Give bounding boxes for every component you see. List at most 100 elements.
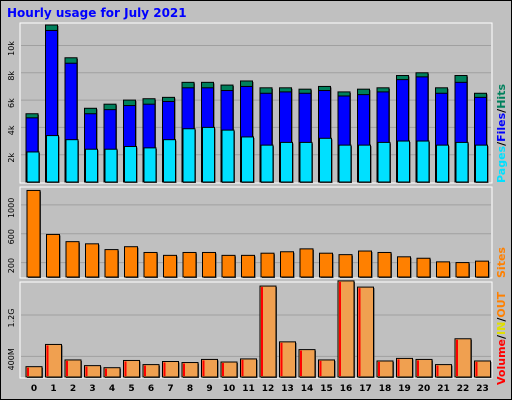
volume-bar-edge: [66, 360, 68, 376]
volume-bar-edge: [241, 359, 244, 376]
y-tick-label: 400M: [7, 348, 16, 370]
volume-bar: [298, 349, 316, 378]
legend-separator: /: [495, 141, 508, 146]
sites-bar: [26, 189, 41, 278]
legend-separator: /: [495, 108, 508, 113]
y-tick-label: 1000: [7, 198, 16, 218]
pages-bar: [202, 126, 215, 183]
sites-bar: [377, 251, 392, 278]
volume-bar: [259, 285, 277, 378]
hour-label: 6: [148, 384, 154, 394]
volume-bar-edge: [378, 361, 380, 376]
sites-bar: [280, 251, 294, 278]
hour-label: 0: [31, 384, 37, 394]
pages-bar: [260, 144, 274, 183]
volume-bar-edge: [202, 360, 205, 376]
hour-axis-labels: 0 1 2 3 4 5 6 7 8 9 10 11 12 13 14 15 16 17 18 19 20 21 22 23: [31, 384, 489, 394]
pages-bar: [358, 144, 371, 183]
sites-bar: [338, 254, 353, 278]
pages-bar: [85, 148, 98, 183]
volume-bar: [435, 364, 452, 378]
sites-bar: [104, 249, 119, 278]
volume-bar: [474, 360, 491, 378]
volume-bar: [162, 361, 179, 378]
y-tick-label: 8k: [7, 71, 16, 81]
sites-bar: [455, 262, 470, 278]
legend-files: Files: [495, 112, 508, 142]
y-tick-label: 4k: [7, 125, 16, 135]
hour-label: 10: [223, 384, 236, 394]
sites-bar: [143, 251, 158, 278]
pages-bar: [221, 129, 235, 183]
legend-in: IN: [495, 322, 508, 335]
y-tick-label: 10k: [7, 41, 16, 56]
hour-label: 11: [242, 384, 255, 394]
pages-bar: [26, 151, 40, 183]
chart-title: Hourly usage for July 2021: [7, 6, 187, 20]
pages-bar: [319, 137, 332, 183]
volume-bar: [220, 361, 238, 378]
volume-bar-edge: [397, 359, 400, 376]
hour-label: 23: [476, 384, 489, 394]
legend-out: OUT: [495, 291, 508, 317]
hour-label: 22: [457, 384, 470, 394]
pages-bar: [475, 144, 488, 183]
volume-bar-edge: [456, 339, 458, 376]
hour-label: 7: [167, 384, 173, 394]
hour-label: 15: [320, 384, 333, 394]
volume-bar: [64, 359, 82, 378]
y-tick-label: 600: [7, 229, 16, 244]
hour-label: 9: [206, 384, 212, 394]
volume-bar-edge: [475, 361, 478, 376]
legend-pages: Pages: [495, 145, 508, 183]
pages-bar: [65, 139, 79, 183]
panel-border: [19, 22, 493, 184]
volume-bar-edge: [300, 350, 302, 376]
volume-bar-edge: [144, 365, 146, 376]
sites-panel: Sites 200 600 1000: [7, 186, 508, 279]
hour-label: 16: [340, 384, 353, 394]
hour-label: 4: [109, 384, 115, 394]
hour-label: 3: [89, 384, 95, 394]
volume-bar: [415, 358, 433, 378]
volume-bar: [279, 341, 296, 378]
volume-bar: [84, 365, 101, 378]
panel2-legend: Sites: [495, 247, 508, 278]
pages-bar: [455, 141, 469, 183]
sites-bar: [65, 241, 80, 278]
hour-label: 5: [128, 384, 134, 394]
y-tick-label: 1.2G: [7, 309, 16, 328]
legend-sites: Sites: [495, 247, 508, 278]
pages-bar: [124, 146, 137, 183]
pages-bar: [241, 136, 254, 183]
pages-bar: [416, 140, 430, 183]
hour-label: 12: [262, 384, 275, 394]
pages-bar: [436, 144, 449, 183]
volume-bar: [181, 362, 199, 378]
pages-bar: [280, 141, 293, 183]
sites-bar: [397, 256, 411, 278]
volume-bar: [103, 367, 121, 378]
hour-label: 21: [437, 384, 450, 394]
pages-bar: [377, 141, 391, 183]
volume-bar-edge: [27, 367, 29, 376]
sites-bar: [260, 252, 275, 278]
hour-label: 2: [70, 384, 76, 394]
pages-bar: [163, 139, 176, 183]
volume-bar-edge: [222, 363, 224, 376]
sites-bar: [202, 251, 216, 278]
volume-bar-edge: [124, 361, 127, 376]
volume-bar-edge: [46, 345, 49, 376]
pages-bar: [338, 144, 352, 183]
y-tick-label: 200: [7, 258, 16, 273]
panel-border: [19, 186, 493, 279]
sites-bar: [358, 250, 372, 278]
volume-bar-edge: [280, 342, 283, 376]
volume-bar-edge: [319, 360, 322, 376]
volume-bar: [376, 360, 394, 378]
hour-label: 19: [398, 384, 411, 394]
sites-bar: [299, 248, 314, 278]
volume-bar: [454, 338, 472, 378]
